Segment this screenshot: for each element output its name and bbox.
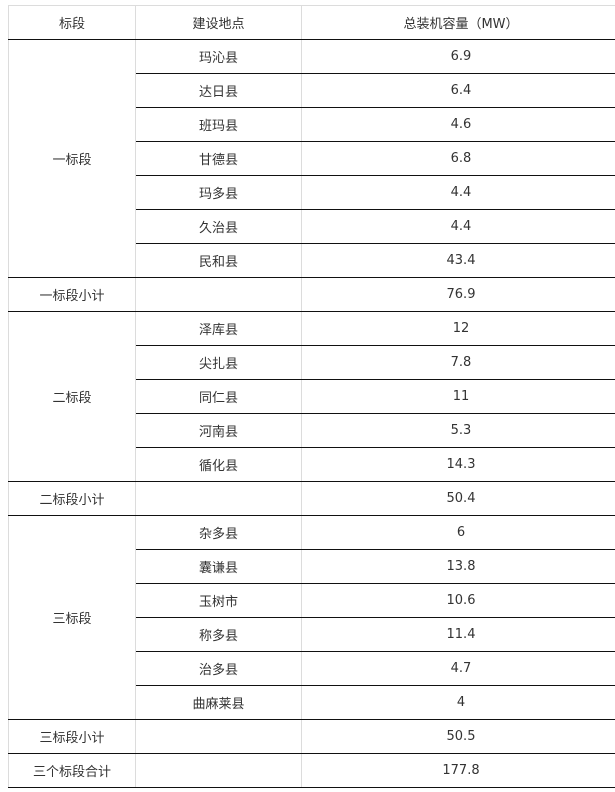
location-cell: 同仁县 [135,379,302,414]
location-cell: 玛沁县 [135,39,302,74]
capacity-cell: 6.9 [301,39,615,74]
table-row: 循化县 14.3 [9,447,615,482]
table-row: 二标段 泽库县 12 [8,311,615,482]
section-cell: 二标段 [8,311,136,482]
capacity-cell: 6 [301,515,615,550]
capacity-cell: 7.8 [301,345,615,380]
capacity-cell: 13.8 [301,549,615,584]
total-value: 177.8 [301,753,615,788]
location-cell: 杂多县 [135,515,302,550]
capacity-table: 标段 建设地点 总装机容量（MW） 一标段 玛沁县 6.9 达日县 6.4 班玛县 4.6 甘… [8,5,615,788]
header-row: 标段 建设地点 总装机容量（MW） [8,5,615,40]
subtotal-label: 一标段小计 [8,277,136,312]
capacity-cell: 5.3 [301,413,615,448]
capacity-cell: 4.4 [301,209,615,244]
empty-cell [135,481,302,516]
header-location: 建设地点 [135,5,302,40]
location-cell: 久治县 [135,209,302,244]
capacity-cell: 43.4 [301,243,615,278]
subtotal-value: 50.5 [301,719,615,754]
capacity-cell: 6.4 [301,73,615,108]
subtotal-row: 一标段小计 76.9 [8,277,615,312]
subtotal-label: 三标段小计 [8,719,136,754]
location-cell: 民和县 [135,243,302,278]
table-row: 达日县 6.4 [9,73,615,108]
subtotal-row: 三标段小计 50.5 [8,719,615,754]
table-row: 甘德县 6.8 [9,141,615,176]
table-row: 尖扎县 7.8 [9,345,615,380]
capacity-cell: 4.6 [301,107,615,142]
section-cell: 三标段 [8,515,136,720]
capacity-cell: 14.3 [301,447,615,482]
subtotal-value: 76.9 [301,277,615,312]
location-cell: 囊谦县 [135,549,302,584]
location-cell: 班玛县 [135,107,302,142]
header-capacity: 总装机容量（MW） [301,5,615,40]
capacity-cell: 10.6 [301,583,615,618]
subtotal-value: 50.4 [301,481,615,516]
capacity-cell: 4.7 [301,651,615,686]
table-row: 河南县 5.3 [9,413,615,448]
table-row: 玛多县 4.4 [9,175,615,210]
capacity-cell: 4 [301,685,615,720]
header-section: 标段 [8,5,136,40]
capacity-cell: 6.8 [301,141,615,176]
section-cell: 一标段 [8,39,136,278]
table-row: 三标段 杂多县 6 [8,515,615,720]
location-cell: 尖扎县 [135,345,302,380]
table-row: 同仁县 11 [9,379,615,414]
location-cell: 循化县 [135,447,302,482]
location-cell: 玉树市 [135,583,302,618]
location-cell: 玛多县 [135,175,302,210]
table-row: 一标段 玛沁县 6.9 [8,39,615,278]
location-cell: 泽库县 [135,311,302,346]
total-label: 三个标段合计 [8,753,136,788]
table-body: 一标段 玛沁县 6.9 达日县 6.4 班玛县 4.6 甘德县 6.8 玛多县 4.4 久治县 4.4 民… [8,39,615,788]
empty-cell [135,719,302,754]
table-row: 曲麻莱县 4 [9,685,615,720]
empty-cell [135,753,302,788]
capacity-cell: 11 [301,379,615,414]
subtotal-row: 二标段小计 50.4 [8,481,615,516]
total-row: 三个标段合计 177.8 [8,753,615,788]
location-cell: 达日县 [135,73,302,108]
subtotal-label: 二标段小计 [8,481,136,516]
table-row: 久治县 4.4 [9,209,615,244]
location-cell: 河南县 [135,413,302,448]
capacity-cell: 12 [301,311,615,346]
location-cell: 曲麻莱县 [135,685,302,720]
empty-cell [135,277,302,312]
location-cell: 称多县 [135,617,302,652]
location-cell: 甘德县 [135,141,302,176]
capacity-cell: 11.4 [301,617,615,652]
location-cell: 治多县 [135,651,302,686]
capacity-cell: 4.4 [301,175,615,210]
